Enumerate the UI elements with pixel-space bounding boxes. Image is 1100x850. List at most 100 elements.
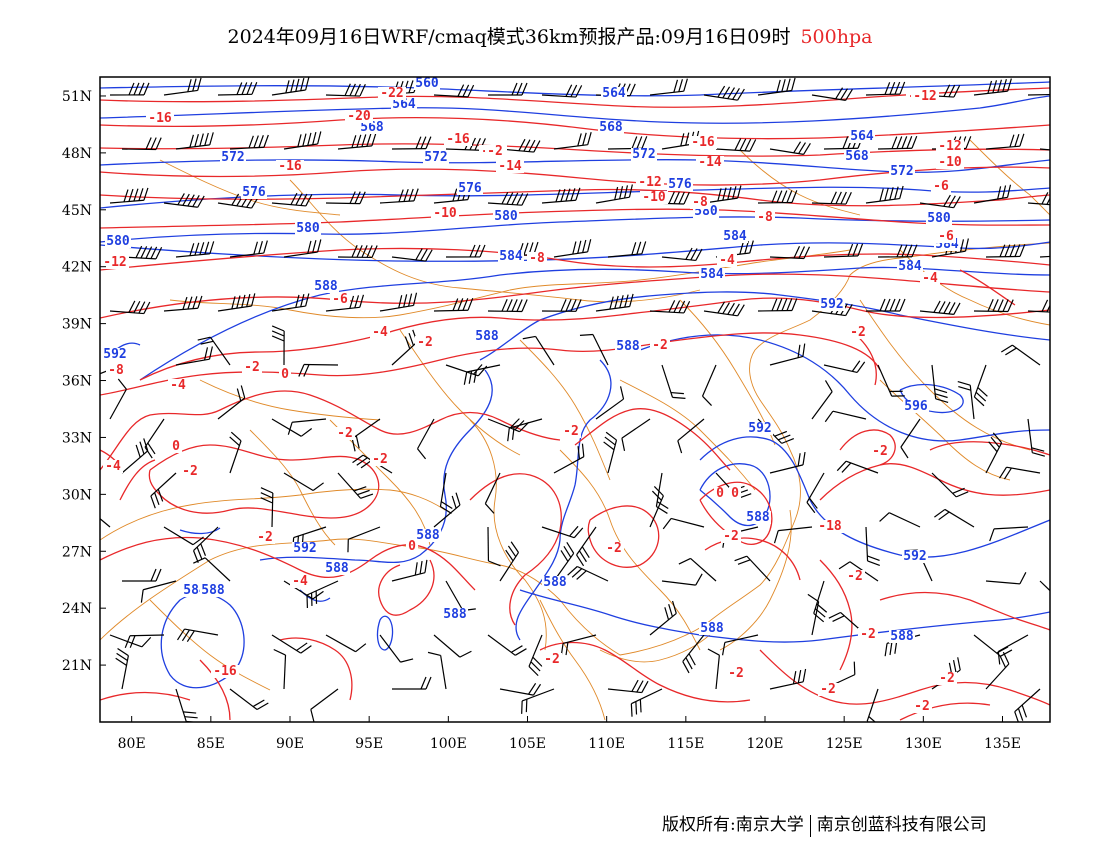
wind-barb-feather xyxy=(717,188,722,202)
wind-barb xyxy=(607,241,647,258)
wind-barb-feather xyxy=(896,244,903,258)
height-label-bg xyxy=(601,87,627,100)
wind-barb-feather xyxy=(628,184,633,198)
wind-barb xyxy=(649,486,664,528)
wind-barb-feather xyxy=(273,648,286,656)
temperature-label-text: -12 xyxy=(103,255,126,270)
wind-barb-shaft xyxy=(562,634,597,645)
wind-barb xyxy=(109,187,149,204)
wind-barb-feather xyxy=(139,441,145,455)
wind-barb xyxy=(1001,344,1041,366)
wind-barb-feather xyxy=(511,192,519,205)
wind-barb-shaft xyxy=(541,199,576,204)
wind-barb-feather xyxy=(241,82,248,95)
wind-barb-shaft xyxy=(1039,148,1050,153)
temperature-label: -2 xyxy=(242,360,262,375)
wind-barb-shaft xyxy=(325,202,361,205)
wind-barb xyxy=(877,135,918,150)
wind-barb xyxy=(769,343,806,366)
wind-barb-shaft xyxy=(845,460,879,474)
wind-barb-shaft xyxy=(576,526,597,556)
wind-barb xyxy=(229,431,242,474)
wind-barb-feather xyxy=(739,241,744,255)
wind-barb-feather xyxy=(662,518,672,530)
wind-barb-feather xyxy=(419,560,423,575)
temperature-label-text: -6 xyxy=(938,229,954,244)
wind-barb xyxy=(811,191,852,205)
wind-barb xyxy=(325,634,367,653)
wind-barb-feather xyxy=(197,77,202,91)
wind-barb-feather xyxy=(581,443,585,457)
wind-barb-feather xyxy=(614,186,619,200)
wind-barb-feather xyxy=(290,79,295,93)
wind-barb-feather xyxy=(312,482,324,491)
height-label-text: 584 xyxy=(499,249,523,264)
temperature-contours xyxy=(100,87,1050,721)
wind-barb xyxy=(769,246,811,260)
wind-barb-feather xyxy=(803,246,811,259)
wind-barb-feather xyxy=(300,428,313,437)
temperature-label-bg xyxy=(101,256,129,269)
wind-barb xyxy=(919,194,961,209)
wind-barb xyxy=(109,634,152,648)
wind-barb-shaft xyxy=(985,145,1020,150)
wind-barb xyxy=(433,492,461,528)
wind-barb xyxy=(811,380,833,420)
height-label-bg xyxy=(391,98,417,111)
wind-barb xyxy=(271,325,285,366)
wind-barb-feather xyxy=(457,84,465,97)
wind-barb-shaft xyxy=(931,364,937,399)
wind-barb xyxy=(661,364,686,399)
wind-barb-feather xyxy=(999,655,1007,668)
wind-barb-feather xyxy=(943,194,951,207)
wind-barb xyxy=(985,432,1003,474)
wind-barb-feather xyxy=(840,88,848,100)
wind-barb xyxy=(445,244,486,258)
temperature-label: -4 xyxy=(920,271,940,286)
wind-barb-feather xyxy=(847,243,854,257)
wind-barb xyxy=(603,431,618,474)
longitude-tick-label: 100E xyxy=(430,736,467,752)
wind-barb-feather xyxy=(737,88,745,101)
longitude-tick-label: 130E xyxy=(905,736,942,752)
wind-barb-shaft xyxy=(1039,580,1050,606)
wind-barb xyxy=(391,676,432,690)
wind-barb-feather xyxy=(469,137,476,151)
wind-barb-shaft xyxy=(541,526,575,539)
height-label-bg xyxy=(241,186,267,199)
wind-barb-feather xyxy=(451,495,457,509)
temperature-label-text: -2 xyxy=(606,541,622,556)
wind-barb-feather xyxy=(357,489,370,496)
wind-barb-feather xyxy=(133,82,140,96)
wind-barb-feather xyxy=(209,241,215,254)
wind-barb-shaft xyxy=(391,341,418,366)
wind-barb-shaft xyxy=(769,681,804,690)
wind-barb-feather xyxy=(355,643,367,653)
wind-barb xyxy=(553,131,592,150)
wind-barb-feather xyxy=(565,188,571,202)
temperature-label-text: 0 xyxy=(172,439,180,454)
height-label: 576 xyxy=(457,181,483,196)
wind-barb xyxy=(999,466,1041,480)
wind-barb-shaft xyxy=(217,397,246,420)
height-label-text: 584 xyxy=(700,267,724,282)
wind-barb-feather xyxy=(251,82,258,95)
height-label-text: 572 xyxy=(632,147,655,162)
height-label-text: 580 xyxy=(927,211,951,226)
wind-barb xyxy=(271,77,310,96)
height-label-text: 580 xyxy=(494,209,518,224)
temperature-label-text: -2 xyxy=(182,464,198,479)
wind-barb-feather xyxy=(935,398,949,404)
height-label-bg xyxy=(542,576,568,589)
wind-barb-feather xyxy=(356,457,368,466)
wind-barb-shaft xyxy=(811,310,846,317)
temperature-label-bg xyxy=(561,425,581,438)
temperature-label-bg xyxy=(345,110,373,123)
wind-barb-feather xyxy=(1007,299,1014,312)
wind-barb-feather xyxy=(570,188,576,201)
wind-barb-feather xyxy=(1007,78,1012,92)
wind-barb-feather xyxy=(717,301,726,314)
wind-barb xyxy=(769,668,807,690)
wind-barb-feather xyxy=(943,301,951,314)
wind-barb-shaft xyxy=(271,492,274,528)
